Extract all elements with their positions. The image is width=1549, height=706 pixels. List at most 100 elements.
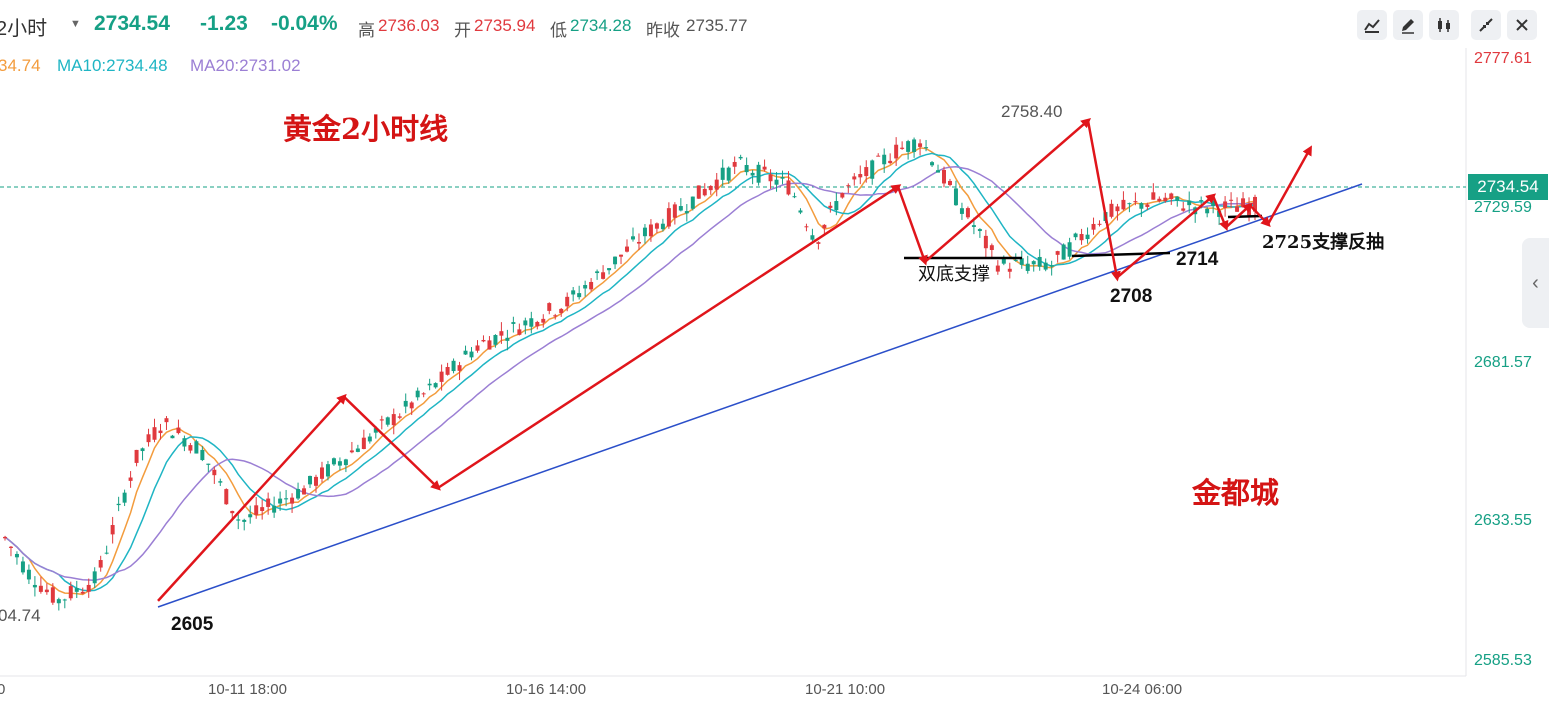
candle xyxy=(1169,192,1174,205)
annotation-2725-support: 2725支撑反抽 xyxy=(1262,232,1385,253)
candle xyxy=(672,202,677,225)
zigzag-arrow-segment xyxy=(1086,120,1121,282)
candle xyxy=(254,496,259,519)
candle xyxy=(415,387,420,401)
candle xyxy=(80,587,85,595)
candle xyxy=(846,183,851,193)
candle xyxy=(1175,196,1180,207)
low-label: 低 xyxy=(550,21,567,40)
candle xyxy=(577,285,582,300)
candle xyxy=(947,178,952,187)
candle xyxy=(385,416,390,427)
candle xyxy=(272,496,277,518)
candle xyxy=(1163,192,1168,203)
low-marker-label: 04.74 xyxy=(0,606,41,625)
candle xyxy=(86,578,91,598)
zigzag-arrow-segment xyxy=(1211,195,1229,231)
candle xyxy=(816,241,821,250)
side-panel-toggle[interactable]: ‹ xyxy=(1522,238,1549,328)
prev-close-label: 昨收 xyxy=(646,21,680,40)
candle xyxy=(403,393,408,414)
x-tick-1: 10-11 18:00 xyxy=(208,681,287,698)
candle xyxy=(625,239,629,253)
candle xyxy=(678,198,683,212)
collapse-icon[interactable] xyxy=(1471,10,1501,40)
candle xyxy=(349,441,354,454)
indicator-icon[interactable] xyxy=(1357,10,1387,40)
ma5-line xyxy=(4,147,1256,596)
candle xyxy=(541,314,546,328)
candle xyxy=(631,227,635,242)
candle xyxy=(583,280,588,297)
candle xyxy=(983,229,988,258)
annotation-2605: 2605 xyxy=(171,614,214,635)
candle xyxy=(493,334,498,348)
zigzag-arrow-segment xyxy=(1116,193,1217,279)
candle xyxy=(158,423,163,440)
candle xyxy=(1097,220,1102,227)
chevron-left-icon[interactable]: ‹ xyxy=(1532,271,1539,294)
last-price: 2734.54 xyxy=(94,12,170,35)
candle xyxy=(720,159,725,187)
candle xyxy=(547,302,552,315)
candle xyxy=(870,159,875,185)
candle xyxy=(308,475,313,488)
candle xyxy=(780,170,785,185)
candle xyxy=(918,139,923,156)
candle xyxy=(182,435,187,452)
candle xyxy=(654,222,659,233)
candle xyxy=(260,499,265,520)
candle xyxy=(110,516,115,544)
candle xyxy=(1229,192,1234,208)
candle xyxy=(236,514,241,530)
candle xyxy=(1025,255,1030,274)
candle xyxy=(882,148,887,173)
candle xyxy=(864,160,869,183)
x-tick-0: 0 xyxy=(0,681,6,698)
candle xyxy=(68,581,73,601)
candle xyxy=(559,307,564,317)
candle xyxy=(738,154,743,161)
candle xyxy=(427,378,432,391)
candle xyxy=(44,583,49,595)
candle xyxy=(475,340,480,353)
candle xyxy=(104,545,109,555)
zigzag-arrow-segment xyxy=(1266,145,1312,225)
candle xyxy=(170,434,175,439)
candle-type-icon[interactable] xyxy=(1429,10,1459,40)
candle xyxy=(421,392,426,398)
close-icon[interactable] xyxy=(1507,10,1537,40)
draw-icon[interactable] xyxy=(1393,10,1423,40)
candle xyxy=(1115,203,1120,221)
candle xyxy=(523,317,528,335)
candle xyxy=(900,141,905,150)
candle xyxy=(942,166,946,188)
candle xyxy=(1079,228,1084,245)
candle xyxy=(92,567,97,588)
high-marker-label: 2758.40 xyxy=(1001,102,1063,121)
candle xyxy=(1235,197,1240,212)
candle xyxy=(1061,243,1066,260)
candle xyxy=(134,449,139,467)
candle xyxy=(822,224,827,234)
candle xyxy=(355,444,360,453)
candle xyxy=(337,457,342,471)
candle xyxy=(463,345,468,355)
candle xyxy=(1067,237,1072,260)
candle xyxy=(511,316,516,333)
y-tick-3: 2681.57 xyxy=(1474,354,1532,371)
candle xyxy=(499,322,504,344)
candle xyxy=(224,488,229,505)
candle xyxy=(989,243,994,258)
period-selector[interactable]: 2小时 xyxy=(0,18,48,40)
candle xyxy=(666,202,671,229)
zigzag-arrow-segment xyxy=(1225,202,1253,229)
candle xyxy=(188,442,193,454)
chevron-down-icon[interactable]: ▼ xyxy=(70,18,81,30)
price-change-pct: -0.04% xyxy=(271,12,338,35)
candle xyxy=(648,219,653,242)
candle xyxy=(1151,183,1156,200)
candle xyxy=(379,415,384,430)
zigzag-arrow-segment xyxy=(924,117,1092,263)
